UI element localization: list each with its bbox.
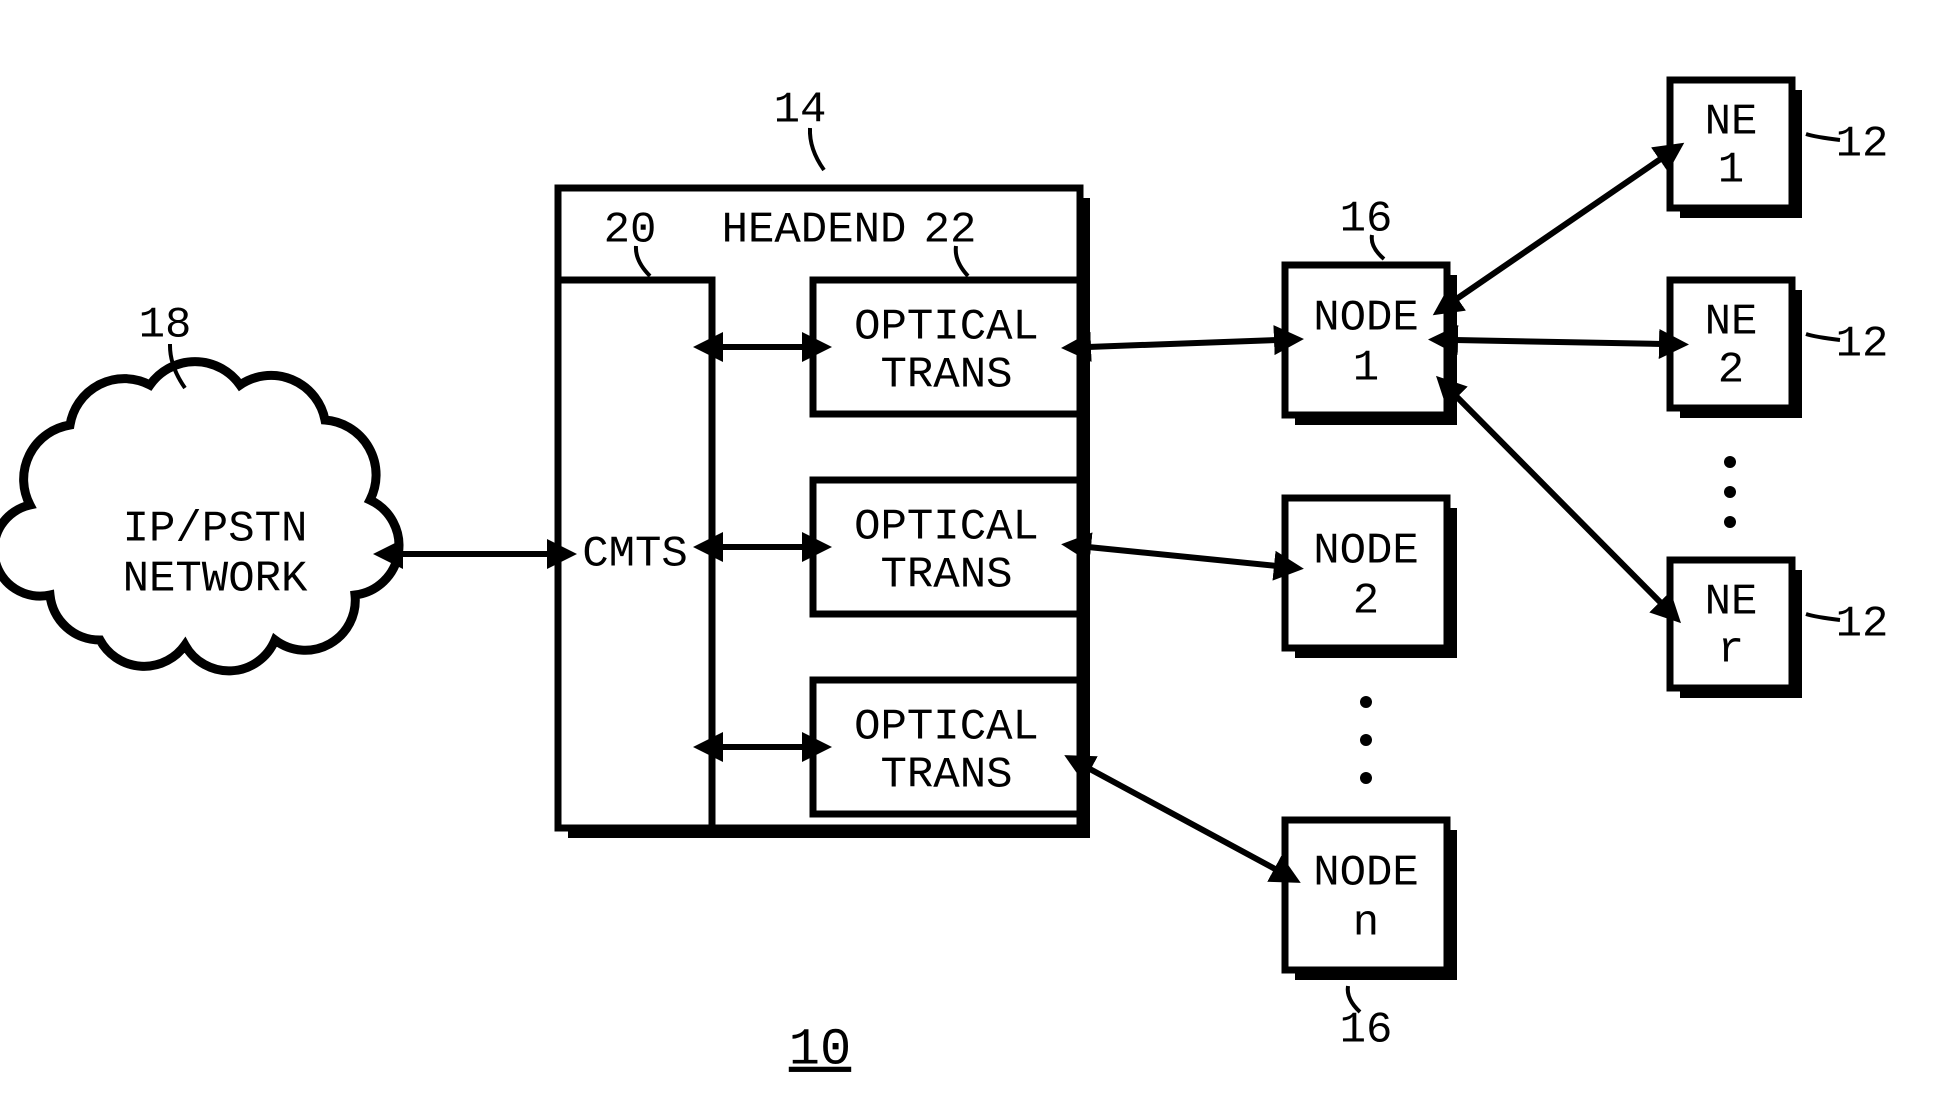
- svg-text:1: 1: [1353, 344, 1379, 394]
- svg-text:16: 16: [1340, 195, 1393, 245]
- ellipsis-dot: [1360, 734, 1372, 746]
- svg-text:NODE: NODE: [1313, 527, 1419, 577]
- svg-text:2: 2: [1353, 577, 1379, 627]
- cloud-label-2: NETWORK: [123, 555, 308, 605]
- cmts-label: CMTS: [582, 530, 688, 580]
- svg-text:2: 2: [1718, 346, 1744, 396]
- ellipsis-dot: [1360, 696, 1372, 708]
- arrow-ot3-noden: [1088, 768, 1277, 870]
- cloud-label-1: IP/PSTN: [123, 505, 308, 555]
- svg-text:OPTICAL: OPTICAL: [854, 303, 1039, 353]
- svg-text:12: 12: [1836, 600, 1889, 650]
- svg-text:r: r: [1718, 626, 1744, 676]
- svg-text:OPTICAL: OPTICAL: [854, 703, 1039, 753]
- cloud-ref: 18: [139, 301, 192, 351]
- ellipsis-dot: [1360, 772, 1372, 784]
- svg-text:16: 16: [1340, 1006, 1393, 1056]
- ellipsis-dot: [1724, 516, 1736, 528]
- svg-text:OPTICAL: OPTICAL: [854, 503, 1039, 553]
- cmts-ref: 20: [604, 206, 657, 256]
- svg-text:12: 12: [1836, 120, 1889, 170]
- headend-ref: 14: [774, 86, 827, 136]
- svg-text:NODE: NODE: [1313, 849, 1419, 899]
- svg-text:NE: NE: [1705, 298, 1758, 348]
- ellipsis-dot: [1724, 456, 1736, 468]
- arrow-node1-ne1: [1455, 158, 1662, 300]
- svg-text:TRANS: TRANS: [880, 751, 1012, 801]
- ellipsis-dot: [1724, 486, 1736, 498]
- svg-text:TRANS: TRANS: [880, 351, 1012, 401]
- svg-text:TRANS: TRANS: [880, 551, 1012, 601]
- arrow-ot1-node1: [1088, 340, 1277, 347]
- svg-text:NE: NE: [1705, 578, 1758, 628]
- figure-number: 10: [789, 1021, 851, 1080]
- svg-text:n: n: [1353, 899, 1379, 949]
- arrow-node1-ner: [1455, 395, 1662, 604]
- svg-text:12: 12: [1836, 320, 1889, 370]
- svg-text:NODE: NODE: [1313, 294, 1419, 344]
- arrow-node1-ne2: [1455, 340, 1662, 344]
- headend-label: HEADEND: [722, 206, 907, 256]
- svg-text:NE: NE: [1705, 98, 1758, 148]
- svg-text:1: 1: [1718, 146, 1744, 196]
- arrow-ot2-node2: [1088, 547, 1277, 566]
- svg-text:22: 22: [924, 206, 977, 256]
